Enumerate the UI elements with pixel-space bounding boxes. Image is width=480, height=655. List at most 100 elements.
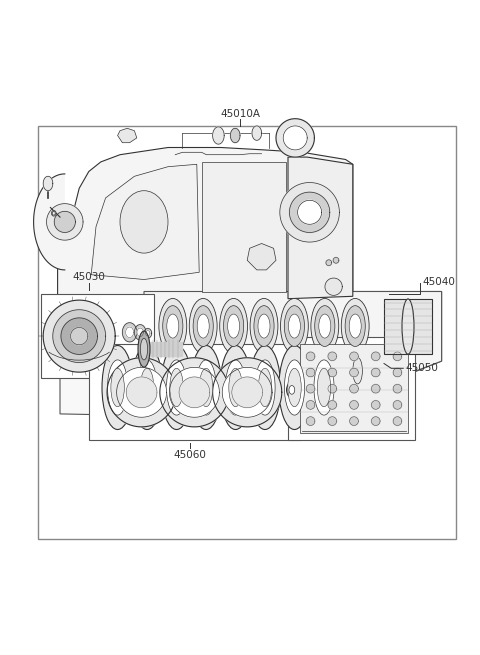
- Polygon shape: [53, 310, 106, 362]
- Ellipse shape: [255, 360, 275, 415]
- Bar: [384, 299, 432, 354]
- Ellipse shape: [220, 345, 251, 430]
- Ellipse shape: [258, 368, 272, 407]
- Ellipse shape: [159, 299, 187, 354]
- Polygon shape: [222, 367, 272, 417]
- Polygon shape: [276, 119, 314, 157]
- Ellipse shape: [308, 345, 340, 430]
- Ellipse shape: [132, 345, 163, 430]
- Ellipse shape: [170, 368, 183, 407]
- Ellipse shape: [167, 314, 179, 338]
- Ellipse shape: [226, 360, 246, 415]
- Polygon shape: [393, 417, 402, 425]
- Bar: [38, 126, 456, 538]
- Polygon shape: [71, 328, 88, 345]
- Polygon shape: [232, 377, 263, 407]
- Ellipse shape: [289, 386, 295, 394]
- Ellipse shape: [108, 360, 128, 415]
- Polygon shape: [372, 368, 380, 377]
- Ellipse shape: [254, 306, 274, 346]
- Polygon shape: [306, 417, 315, 425]
- Text: 45050: 45050: [406, 364, 438, 373]
- Ellipse shape: [345, 306, 365, 346]
- Ellipse shape: [51, 210, 56, 216]
- Ellipse shape: [319, 314, 331, 338]
- Polygon shape: [283, 126, 307, 150]
- Polygon shape: [289, 192, 330, 233]
- Polygon shape: [146, 331, 150, 336]
- Polygon shape: [350, 401, 358, 409]
- Polygon shape: [91, 164, 199, 280]
- Polygon shape: [144, 328, 152, 338]
- Ellipse shape: [250, 299, 278, 354]
- Ellipse shape: [189, 299, 217, 354]
- Polygon shape: [280, 183, 339, 242]
- Ellipse shape: [287, 383, 297, 398]
- Polygon shape: [126, 327, 133, 337]
- Polygon shape: [333, 257, 339, 263]
- Ellipse shape: [315, 306, 335, 346]
- Ellipse shape: [341, 299, 369, 354]
- Ellipse shape: [111, 368, 124, 407]
- Ellipse shape: [353, 358, 362, 384]
- Polygon shape: [230, 128, 240, 143]
- Ellipse shape: [224, 306, 244, 346]
- Ellipse shape: [199, 368, 213, 407]
- Ellipse shape: [317, 368, 331, 407]
- Polygon shape: [328, 384, 336, 393]
- Ellipse shape: [228, 314, 240, 338]
- Ellipse shape: [196, 360, 216, 415]
- Polygon shape: [117, 367, 167, 417]
- Ellipse shape: [285, 360, 305, 415]
- Polygon shape: [144, 291, 442, 417]
- Polygon shape: [60, 291, 442, 419]
- Polygon shape: [350, 368, 358, 377]
- Bar: [288, 337, 415, 440]
- Polygon shape: [306, 352, 315, 361]
- Polygon shape: [288, 157, 353, 299]
- Polygon shape: [306, 384, 315, 393]
- Polygon shape: [247, 244, 276, 270]
- Ellipse shape: [280, 299, 308, 354]
- Ellipse shape: [284, 306, 304, 346]
- Ellipse shape: [163, 306, 183, 346]
- Polygon shape: [328, 417, 336, 425]
- Ellipse shape: [102, 345, 133, 430]
- Ellipse shape: [279, 345, 310, 430]
- Ellipse shape: [314, 360, 334, 415]
- Polygon shape: [350, 384, 358, 393]
- Polygon shape: [328, 352, 336, 361]
- Ellipse shape: [250, 345, 281, 430]
- Polygon shape: [43, 300, 115, 372]
- Ellipse shape: [402, 299, 414, 354]
- Polygon shape: [306, 401, 315, 409]
- Polygon shape: [107, 358, 176, 427]
- Text: 45030: 45030: [72, 272, 105, 282]
- Bar: [300, 345, 408, 433]
- Ellipse shape: [167, 360, 187, 415]
- Polygon shape: [252, 126, 262, 140]
- Text: 45010A: 45010A: [220, 109, 260, 119]
- Ellipse shape: [161, 345, 192, 430]
- Polygon shape: [393, 352, 402, 361]
- Polygon shape: [372, 401, 380, 409]
- Polygon shape: [122, 323, 137, 342]
- Polygon shape: [393, 401, 402, 409]
- Ellipse shape: [197, 314, 209, 338]
- Polygon shape: [47, 204, 83, 240]
- Polygon shape: [137, 328, 144, 337]
- Polygon shape: [372, 417, 380, 425]
- Polygon shape: [372, 384, 380, 393]
- Ellipse shape: [220, 299, 248, 354]
- Ellipse shape: [140, 338, 148, 360]
- Polygon shape: [350, 352, 358, 361]
- Polygon shape: [160, 358, 229, 427]
- Polygon shape: [213, 127, 224, 144]
- Bar: [41, 294, 154, 378]
- Polygon shape: [393, 368, 402, 377]
- Polygon shape: [306, 368, 315, 377]
- Ellipse shape: [191, 345, 222, 430]
- Ellipse shape: [140, 368, 154, 407]
- Polygon shape: [144, 342, 182, 356]
- Text: 45060: 45060: [173, 450, 206, 460]
